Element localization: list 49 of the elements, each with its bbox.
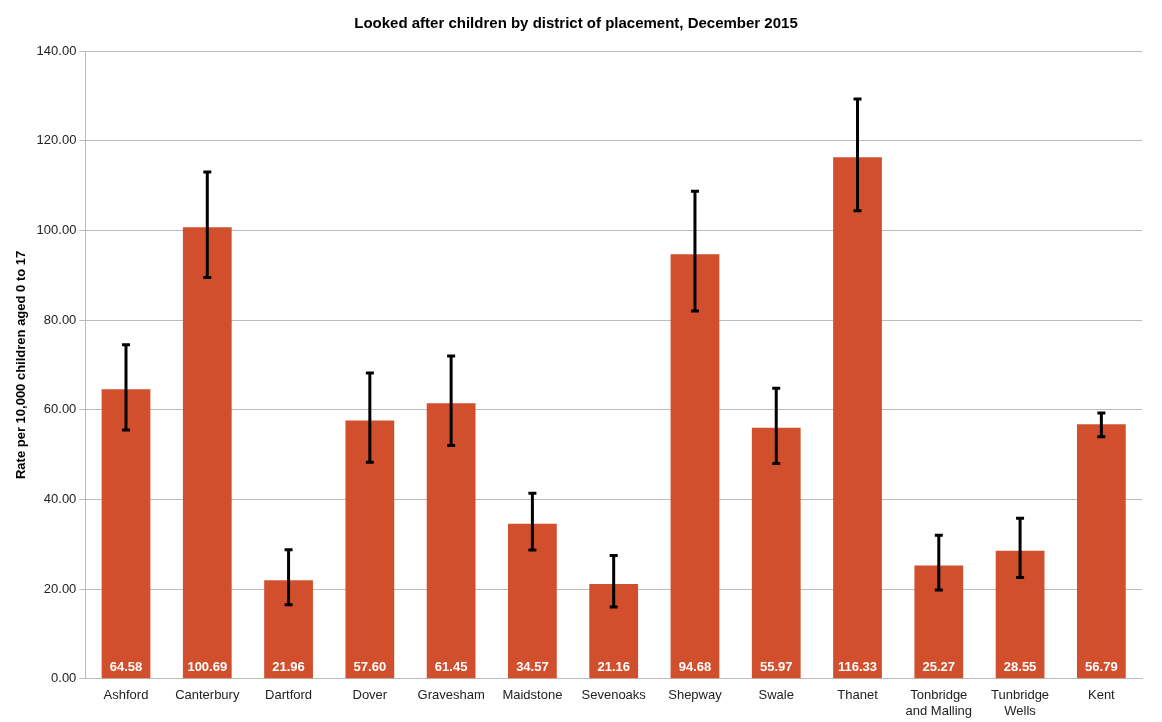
bar [1076,424,1126,679]
x-tick-label: Ashford [103,687,149,703]
x-tick-label: Shepway [668,687,723,703]
bar [426,403,476,679]
x-tick-label: Tonbridge and Malling [905,687,973,718]
x-tick-label: Thanet [837,687,879,703]
data-label: 64.58 [109,658,143,674]
y-axis-title: Rate per 10,000 children aged 0 to 17 [13,250,29,480]
data-label: 55.97 [759,658,793,674]
y-tick-label: 100.00 [36,221,77,237]
x-tick-label: Canterbury [175,687,240,703]
bar [751,427,801,679]
x-tick-label: Dover [352,687,388,703]
y-tick-label: 60.00 [43,401,77,417]
data-label: 94.68 [678,658,712,674]
x-tick-label: Kent [1087,687,1116,703]
data-label: 25.27 [922,658,956,674]
x-tick-label: Swale [758,687,794,703]
bar [101,389,151,679]
data-label: 21.96 [272,658,305,674]
bar [833,157,882,679]
data-label: 57.60 [353,658,387,674]
y-tick-label: 0.00 [51,670,77,686]
data-label: 56.79 [1085,658,1118,674]
x-tick-label: Gravesham [417,687,485,703]
y-tick-label: 120.00 [36,132,77,148]
bar [264,580,313,679]
x-tick-label: Maidstone [502,687,563,703]
y-tick-label: 140.00 [36,42,77,58]
data-label: 116.33 [838,658,878,674]
bar [914,565,964,679]
y-tick-label: 40.00 [43,491,77,507]
y-tick-label: 80.00 [43,311,77,327]
y-tick-label: 20.00 [43,580,77,596]
data-label: 61.45 [434,658,468,674]
bar [345,420,395,679]
data-label: 34.57 [516,658,549,674]
bar [589,583,639,679]
bar [995,550,1045,679]
x-tick-label: Tunbridge Wells [991,687,1050,718]
x-tick-label: Sevenoaks [581,687,647,703]
bar [508,523,557,679]
x-tick-label: Dartford [265,687,313,703]
bar [670,254,720,679]
data-label: 100.69 [187,658,228,674]
chart-title: Looked after children by district of placement, December 2015 [354,14,798,32]
data-label: 21.16 [597,658,630,674]
data-label: 28.55 [1003,658,1037,674]
bar [182,227,232,679]
